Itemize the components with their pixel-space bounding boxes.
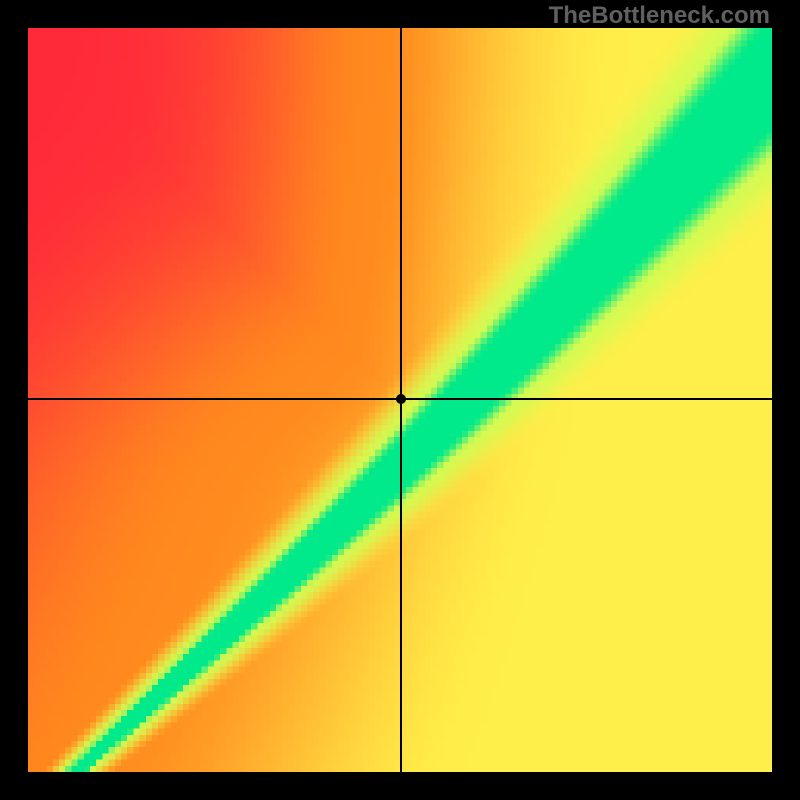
chart-frame: TheBottleneck.com bbox=[0, 0, 800, 800]
watermark-text: TheBottleneck.com bbox=[549, 2, 770, 30]
crosshair-dot bbox=[396, 394, 406, 404]
